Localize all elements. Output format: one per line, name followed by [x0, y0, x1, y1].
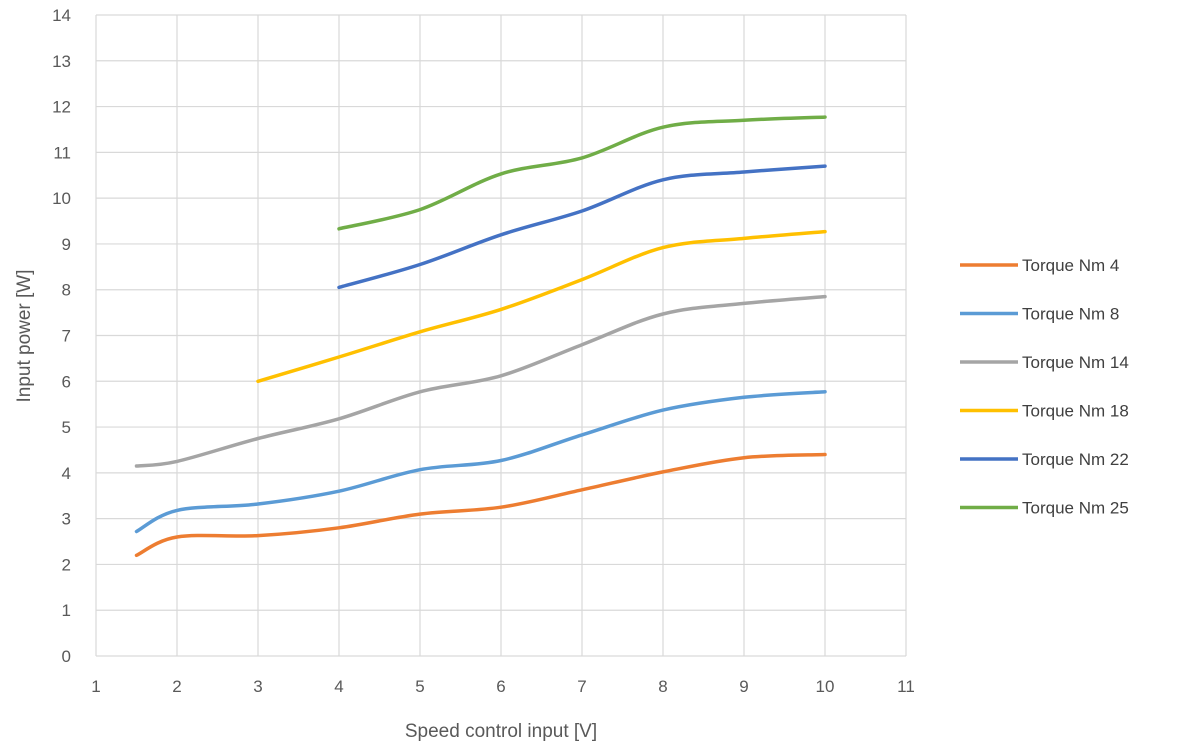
x-tick-label: 9	[739, 677, 748, 696]
series-line-torque-nm-18	[256, 229, 827, 384]
x-tick-label: 4	[334, 677, 343, 696]
y-tick-label: 8	[62, 281, 71, 300]
x-tick-label: 7	[577, 677, 586, 696]
y-axis-title: Input power [W]	[14, 269, 35, 402]
series-line-torque-nm-4	[134, 452, 827, 558]
y-tick-label: 6	[62, 372, 71, 391]
x-tick-label: 3	[253, 677, 262, 696]
legend-item: Torque Nm 22	[960, 450, 1129, 469]
series-line-torque-nm-14	[134, 294, 827, 468]
legend-label: Torque Nm 4	[1022, 256, 1119, 275]
legend-item: Torque Nm 18	[960, 402, 1129, 421]
y-tick-label: 0	[62, 647, 71, 666]
y-tick-label: 11	[53, 143, 71, 162]
y-tick-label: 4	[62, 464, 71, 483]
legend-item: Torque Nm 4	[960, 256, 1119, 275]
x-tick-label: 10	[816, 677, 835, 696]
x-tick-label: 2	[172, 677, 181, 696]
y-tick-label: 3	[62, 510, 71, 529]
legend: Torque Nm 4 Torque Nm 8 Torque Nm 14 Torque…	[960, 256, 1129, 518]
legend-item: Torque Nm 14	[960, 353, 1129, 372]
y-tick-label: 13	[52, 52, 71, 71]
x-tick-label: 1	[91, 677, 100, 696]
legend-label: Torque Nm 22	[1022, 450, 1129, 469]
series-line-torque-nm-22	[337, 164, 827, 290]
series-line-torque-nm-25	[337, 115, 827, 231]
series-lines	[134, 115, 827, 558]
x-axis-title: Speed control input [V]	[405, 721, 597, 742]
legend-label: Torque Nm 25	[1022, 499, 1129, 518]
y-tick-label: 14	[52, 6, 71, 25]
y-tick-label: 12	[52, 98, 71, 117]
series-line-torque-nm-8	[134, 390, 827, 534]
legend-label: Torque Nm 18	[1022, 402, 1129, 421]
legend-label: Torque Nm 8	[1022, 305, 1119, 324]
legend-label: Torque Nm 14	[1022, 353, 1129, 372]
y-tick-label: 9	[62, 235, 71, 254]
x-tick-labels: 1 2 3 4 5 6 7 8 9 10 11	[91, 677, 915, 696]
y-tick-label: 7	[62, 327, 71, 346]
x-tick-label: 8	[658, 677, 667, 696]
x-tick-label: 6	[496, 677, 505, 696]
legend-item: Torque Nm 25	[960, 499, 1129, 518]
x-tick-label: 5	[415, 677, 424, 696]
y-tick-label: 5	[62, 418, 71, 437]
gridlines	[95, 14, 907, 657]
x-tick-label: 11	[897, 677, 915, 696]
y-tick-label: 1	[62, 601, 71, 620]
legend-item: Torque Nm 8	[960, 305, 1119, 324]
y-tick-label: 2	[62, 555, 71, 574]
y-tick-label: 10	[52, 189, 71, 208]
